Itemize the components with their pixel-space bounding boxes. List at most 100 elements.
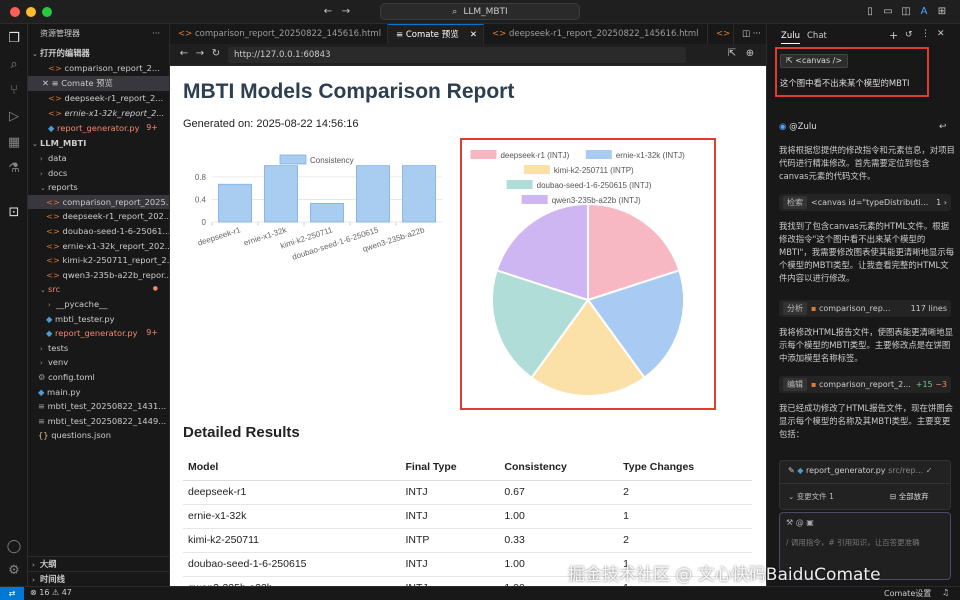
open-editor-item[interactable]: <> ernie-x1-32k_report_2... xyxy=(28,106,169,121)
tree-file[interactable]: ◆ main.py xyxy=(28,385,169,400)
close-icon[interactable]: ✕ xyxy=(937,29,945,39)
tree-folder[interactable]: › __pycache__ xyxy=(28,297,169,312)
maximize-window-button[interactable] xyxy=(42,7,52,17)
back-arrow-icon[interactable]: ← xyxy=(323,6,333,17)
explorer-icon[interactable]: ❐ xyxy=(8,31,20,46)
history-icon[interactable]: ↺ xyxy=(905,30,913,40)
problems-indicator[interactable]: ⊗ 16 ⚠ 47 xyxy=(30,588,72,597)
tab-deepseek-report[interactable]: <> deepseek-r1_report_20250822_145616.ht… xyxy=(484,24,708,44)
more-actions-icon[interactable]: ··· xyxy=(752,29,761,39)
timeline-section[interactable]: › 时间线 xyxy=(28,571,169,586)
search-icon[interactable]: ⌕ xyxy=(10,57,18,72)
tool-count: 1 › xyxy=(936,198,947,207)
canvas-element-chip[interactable]: ⇱ <canvas /> xyxy=(780,54,849,68)
tab-chat[interactable]: Chat xyxy=(807,31,827,41)
tree-file[interactable]: ≡ mbti_test_20250822_1431... xyxy=(28,399,169,414)
legend-label: ernie-x1-32k (INTJ) xyxy=(616,151,685,160)
tree-file[interactable]: {} questions.json xyxy=(28,428,169,443)
project-section[interactable]: ⌄ LLM_MBTI xyxy=(28,136,169,151)
chevron-down-icon: ⌄ xyxy=(788,492,795,501)
html-file-icon: <> xyxy=(46,269,60,280)
close-icon[interactable]: ✕ xyxy=(42,78,49,88)
accept-check-icon[interactable]: ✓ xyxy=(925,466,933,475)
command-center-search[interactable]: ⌕ LLM_MBTI xyxy=(380,3,580,20)
tab-comparison-report[interactable]: <> comparison_report_20250822_145616.htm… xyxy=(170,24,388,44)
tab-actions[interactable]: ◫ ··· xyxy=(734,24,766,44)
tree-file[interactable]: <> kimi-k2-250711_report_2... xyxy=(28,253,169,268)
changes-summary[interactable]: ⌄ 变更文件 1 xyxy=(788,491,834,502)
globe-icon[interactable]: ⊕ xyxy=(745,48,755,59)
tool-call-analyze[interactable]: 分析 ▪ comparison_rep... 117 lines xyxy=(779,300,951,317)
changed-file-row[interactable]: ✎ ◆ report_generator.py src/rep... ✓ xyxy=(788,466,932,475)
open-editor-item[interactable]: <> deepseek-r1_report_2... xyxy=(28,91,169,106)
tool-text: comparison_report_2... xyxy=(818,380,911,389)
more-actions-icon[interactable]: ··· xyxy=(152,29,160,38)
remote-icon[interactable]: ⇄ xyxy=(0,587,24,600)
chat-input-box[interactable]: ⚒ @ ▣ / 调用指令，# 引用知识，让百答更准确 xyxy=(779,512,951,580)
layout-icon[interactable]: ⊞ xyxy=(937,6,947,17)
undo-icon[interactable]: ↩ xyxy=(939,122,947,132)
open-external-icon[interactable]: ⇱ xyxy=(727,48,737,59)
tree-folder[interactable]: › venv xyxy=(28,355,169,370)
tree-file[interactable]: <> qwen3-235b-a22b_repor... xyxy=(28,268,169,283)
tree-label: __pycache__ xyxy=(56,299,108,309)
chat-input[interactable]: / 调用指令，# 引用知识，让百答更准确 xyxy=(786,538,920,547)
tree-label: comparison_report_2025... xyxy=(62,196,170,207)
gear-file-icon: ⚙ xyxy=(38,372,46,382)
notifications-bell-icon[interactable]: ♫ xyxy=(942,588,950,597)
url-input[interactable]: http://127.0.0.1:60843 xyxy=(228,47,686,63)
warning-count: 47 xyxy=(61,588,72,597)
toggle-sidebar-icon[interactable]: ▯ xyxy=(867,6,873,17)
open-editor-item[interactable]: ✕ ≡ Comate 预览 xyxy=(28,76,169,91)
open-editor-item[interactable]: ◆ report_generator.py 9+ xyxy=(28,121,169,136)
user-message-text: 这个图中看不出来某个模型的MBTI xyxy=(780,78,910,88)
open-editors-section[interactable]: ⌄ 打开的编辑器 xyxy=(28,46,169,61)
tree-file[interactable]: ≡ mbti_test_20250822_1449... xyxy=(28,414,169,429)
extensions-icon[interactable]: ▦ xyxy=(7,135,21,150)
tree-file[interactable]: ◆ report_generator.py 9+ xyxy=(28,326,169,341)
tab-comate-preview[interactable]: ≡ Comate 预览 ✕ xyxy=(388,24,484,44)
settings-gear-icon[interactable]: ⚙ xyxy=(8,563,20,578)
reload-icon[interactable]: ↻ xyxy=(211,48,221,59)
new-chat-icon[interactable]: + xyxy=(889,29,899,42)
browser-forward-icon[interactable]: → xyxy=(195,48,205,59)
more-actions-icon[interactable]: ⋮ xyxy=(921,29,930,39)
tree-folder[interactable]: ⌄ reports xyxy=(28,180,169,195)
tree-folder[interactable]: ⌄ src ● xyxy=(28,282,169,297)
tree-file[interactable]: <> doubao-seed-1-6-25061... xyxy=(28,224,169,239)
minimize-window-button[interactable] xyxy=(26,7,36,17)
tree-folder[interactable]: › tests xyxy=(28,341,169,356)
tab-zulu[interactable]: Zulu xyxy=(781,31,800,44)
discard-all-button[interactable]: ⊟ 全部放弃 xyxy=(890,491,929,502)
tree-file[interactable]: <> ernie-x1-32k_report_202... xyxy=(28,239,169,254)
comate-preview-icon[interactable]: ⊡ xyxy=(8,205,20,220)
column-header: Model xyxy=(183,454,401,481)
tree-folder[interactable]: › docs xyxy=(28,166,169,181)
outline-section[interactable]: › 大纲 xyxy=(28,556,169,571)
toggle-secondary-sidebar-icon[interactable]: ◫ xyxy=(901,6,911,17)
forward-arrow-icon[interactable]: → xyxy=(341,6,351,17)
comate-settings[interactable]: Comate设置 xyxy=(884,589,932,598)
tree-folder[interactable]: › data xyxy=(28,151,169,166)
run-debug-icon[interactable]: ▷ xyxy=(9,109,19,124)
tab-overflow[interactable]: <> e xyxy=(708,24,734,44)
close-icon[interactable]: ✕ xyxy=(469,30,477,40)
wrench-icon[interactable]: ⚒ xyxy=(786,518,794,527)
tool-call-edit[interactable]: 编辑 ▪ comparison_report_2... +15 −3 xyxy=(779,376,951,393)
at-icon[interactable]: @ xyxy=(795,518,804,527)
image-icon[interactable]: ▣ xyxy=(806,518,814,527)
source-control-icon[interactable]: ⑂ xyxy=(10,83,18,98)
close-window-button[interactable] xyxy=(10,7,20,17)
tree-file[interactable]: <> comparison_report_2025... xyxy=(28,194,170,210)
split-editor-icon[interactable]: ◫ xyxy=(742,29,751,39)
browser-back-icon[interactable]: ← xyxy=(179,48,189,59)
tree-file[interactable]: ◆ mbti_tester.py xyxy=(28,312,169,327)
toggle-panel-icon[interactable]: ▭ xyxy=(883,6,893,17)
account-icon[interactable]: ◯ xyxy=(6,539,22,554)
comate-icon[interactable]: A xyxy=(920,6,928,17)
tree-file[interactable]: ⚙ config.toml xyxy=(28,370,169,385)
tree-file[interactable]: <> deepseek-r1_report_202... xyxy=(28,209,169,224)
testing-icon[interactable]: ⚗ xyxy=(8,161,20,176)
open-editor-item[interactable]: <> comparison_report_2... xyxy=(28,61,169,76)
tool-call-search[interactable]: 检索 <canvas id="typeDistributi... 1 › xyxy=(779,194,951,211)
